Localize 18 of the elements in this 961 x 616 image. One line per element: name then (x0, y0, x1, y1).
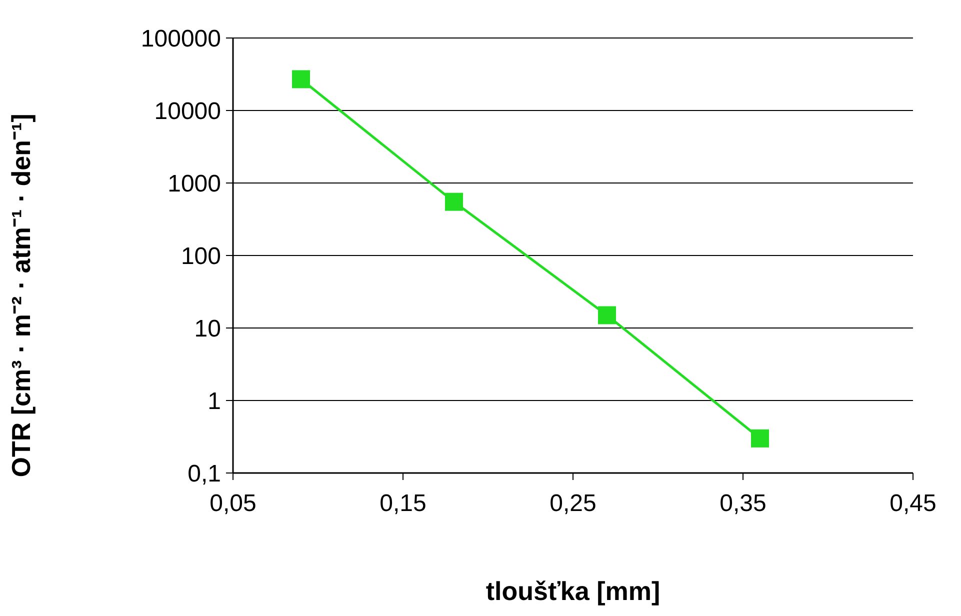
y-tick-label: 0,1 (188, 460, 221, 488)
y-tick-label: 100000 (140, 25, 221, 52)
y-tick-label: 1000 (168, 170, 221, 198)
point (445, 192, 463, 211)
x-tick-label: 0,05 (210, 490, 256, 517)
point (751, 429, 769, 448)
x-tick-label: 0,35 (720, 490, 766, 517)
x-axis-title: tloušťka [mm] (486, 576, 660, 606)
y-tick-label: 100 (180, 242, 221, 270)
y-tick-label: 10 (194, 315, 221, 342)
point (292, 70, 310, 88)
point (598, 306, 616, 324)
x-tick-label: 0,45 (890, 490, 936, 517)
y-tick-label: 10000 (154, 98, 221, 125)
y-axis-title: OTR [cm³ · m⁻² · atm⁻¹ · den⁻¹] (6, 114, 36, 478)
y-tick-label: 1 (208, 388, 221, 415)
x-tick-label: 0,15 (380, 490, 426, 517)
x-tick-label: 0,25 (550, 490, 596, 517)
